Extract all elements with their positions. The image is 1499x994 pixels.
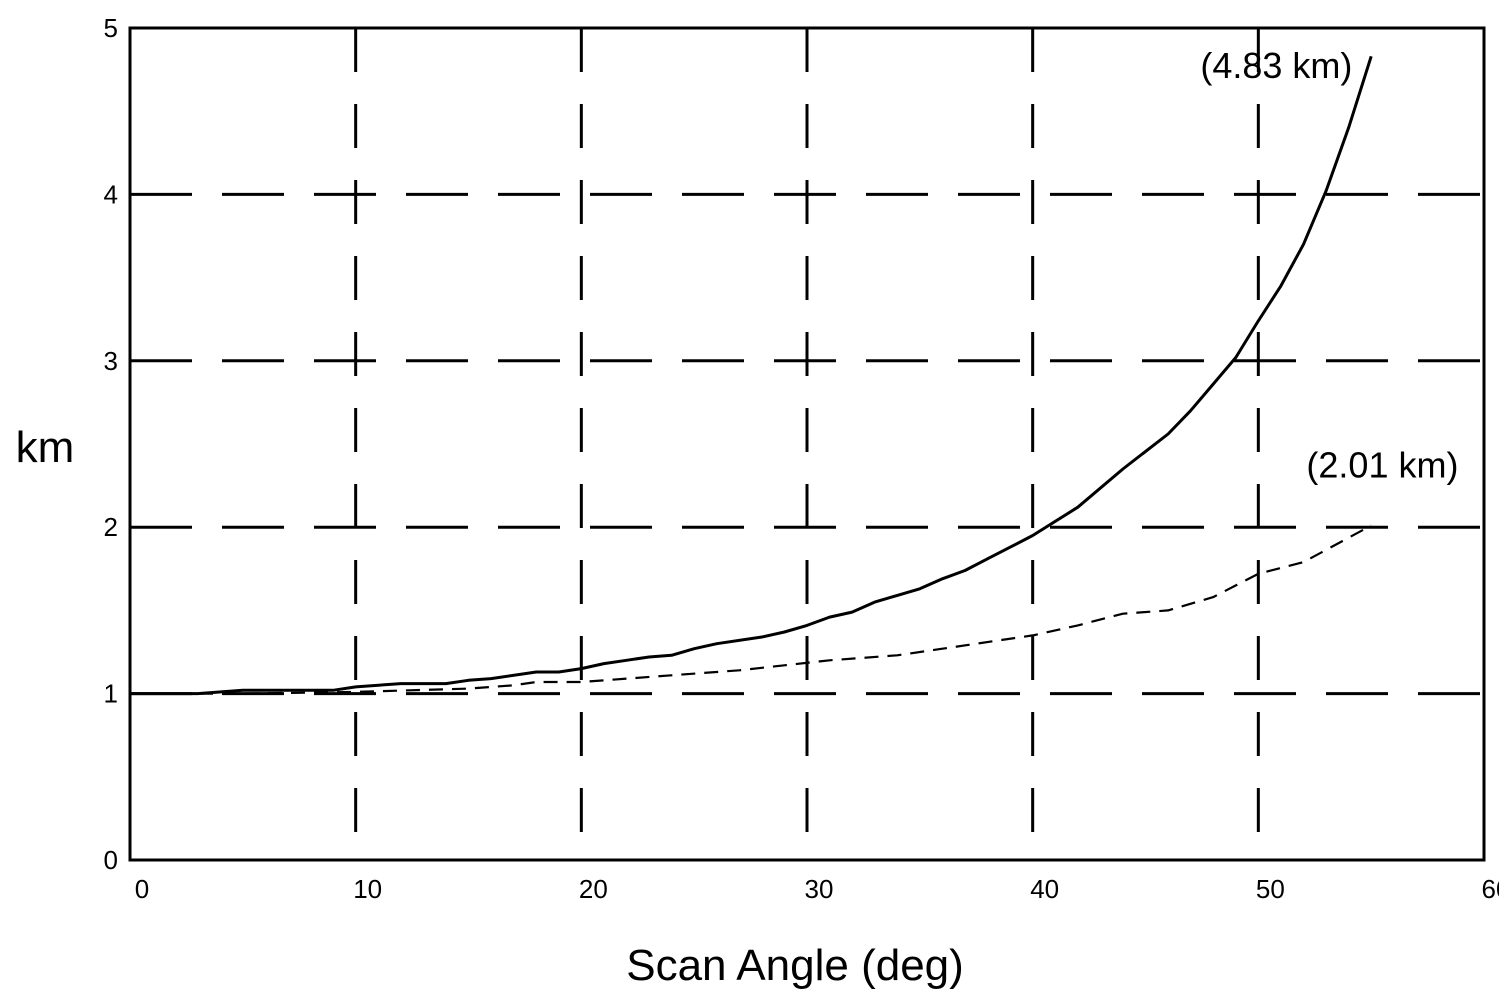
series-layer [130, 55, 1373, 696]
y-axis-title: km [16, 423, 75, 472]
y-tick-label: 5 [104, 13, 118, 43]
plot-frame [128, 26, 1486, 862]
series-line-dashed [130, 524, 1372, 695]
annotations: (4.83 km) (2.01 km) [1200, 45, 1458, 485]
series-line-solid [130, 55, 1373, 696]
x-tick-label: 10 [353, 874, 382, 904]
x-tick-label: 20 [579, 874, 608, 904]
x-tick-label: 30 [805, 874, 834, 904]
y-tick-label: 3 [104, 346, 118, 376]
y-tick-label: 0 [104, 845, 118, 875]
y-tick-label: 4 [104, 179, 118, 209]
tick-labels: 0 10 20 30 40 50 60 0 1 2 3 4 5 [104, 13, 1499, 904]
x-tick-label: 60 [1482, 874, 1499, 904]
y-tick-label: 2 [104, 512, 118, 542]
annotation-label: (4.83 km) [1200, 45, 1352, 86]
x-tick-label: 40 [1030, 874, 1059, 904]
grid [130, 28, 1484, 860]
x-tick-label: 50 [1256, 874, 1285, 904]
x-tick-label: 0 [135, 874, 149, 904]
y-tick-label: 1 [104, 679, 118, 709]
x-axis-title: Scan Angle (deg) [626, 941, 964, 990]
annotation-label: (2.01 km) [1306, 444, 1458, 485]
